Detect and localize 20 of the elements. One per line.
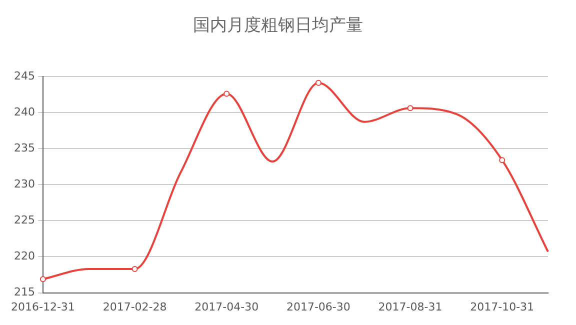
y-tick-label: 235 <box>14 141 35 154</box>
x-tick-label: 2016-12-31 <box>10 300 75 314</box>
x-tick-label: 2017-06-30 <box>286 300 350 314</box>
x-tick-label: 2017-08-31 <box>378 300 442 314</box>
point <box>132 266 138 272</box>
x-tick-label: 2017-10-31 <box>470 300 534 314</box>
point <box>315 80 322 86</box>
point <box>224 90 230 97</box>
x-tick-label: 2017-02-28 <box>102 300 167 314</box>
chart-title: 国内月度粗钢日均产量 <box>193 16 363 36</box>
point <box>40 276 46 282</box>
point <box>407 105 414 112</box>
y-tick-label: 225 <box>14 214 35 227</box>
y-tick-label: 230 <box>14 177 35 190</box>
x-tick-label: 2017-04-30 <box>194 300 259 314</box>
y-tick-label: 240 <box>14 105 35 118</box>
y-tick-label: 245 <box>14 69 35 82</box>
y-tick-label: 220 <box>14 250 35 263</box>
y-tick-label: 215 <box>14 286 35 299</box>
point <box>499 157 506 164</box>
